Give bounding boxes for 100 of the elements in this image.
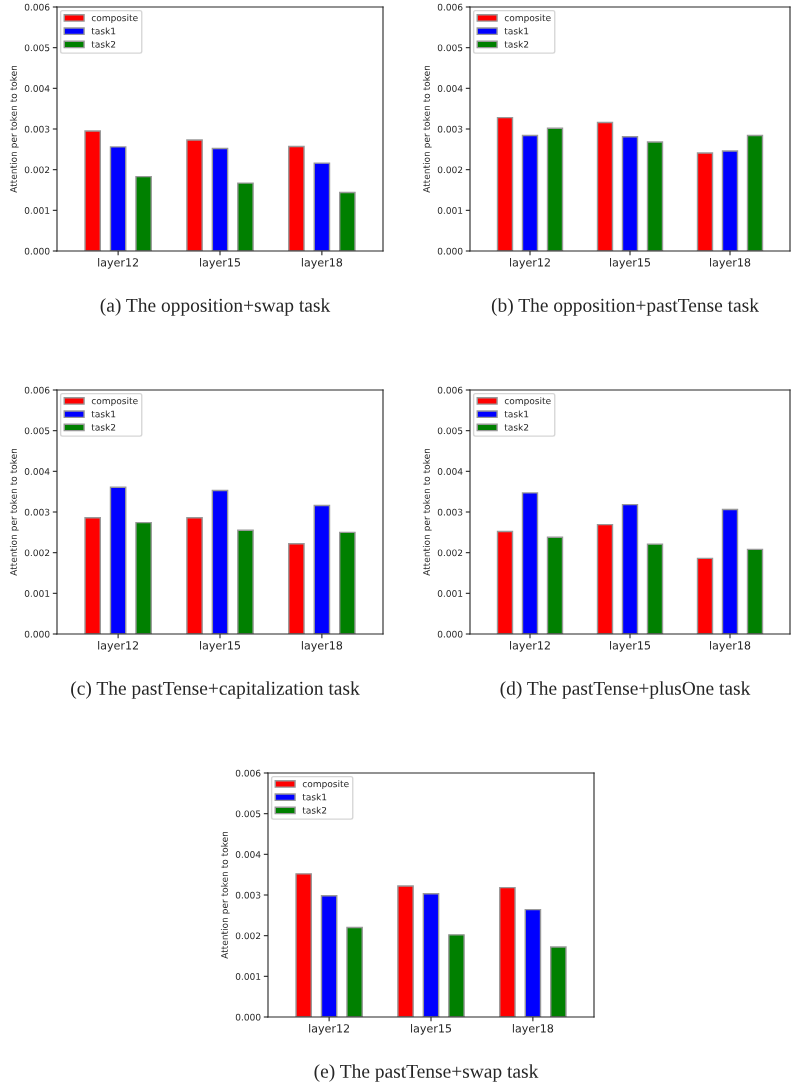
legend-label: composite	[302, 780, 349, 789]
bar	[596, 523, 614, 634]
bar	[109, 486, 127, 634]
y-tick-label: 0.003	[235, 891, 261, 899]
x-tick-label: layer12	[510, 640, 550, 652]
y-tick-label: 0.000	[24, 630, 50, 638]
bar	[211, 147, 229, 251]
x-tick-label: layer12	[98, 257, 139, 269]
y-tick-label: 0.000	[235, 1013, 261, 1021]
legend-label: task1	[302, 793, 327, 801]
y-axis-title: Attention per token to token	[220, 831, 230, 959]
y-tick-label: 0.005	[437, 44, 463, 52]
y-tick-label: 0.001	[437, 590, 463, 597]
y-tick-label: 0.002	[24, 166, 50, 174]
x-tick-label: layer15	[610, 640, 651, 652]
y-tick-label: 0.006	[235, 769, 261, 777]
y-tick-label: 0.003	[437, 508, 463, 516]
x-tick-label: layer18	[710, 257, 751, 269]
y-tick-label: 0.005	[24, 427, 50, 435]
text: (a) The opposition+swap task	[100, 298, 331, 316]
bar	[211, 489, 229, 634]
y-tick-label: 0.000	[437, 630, 463, 638]
bar	[186, 516, 203, 634]
bar	[448, 934, 465, 1017]
bar	[646, 141, 664, 251]
bar	[339, 191, 356, 251]
legend-label: task2	[504, 40, 529, 48]
bar	[84, 130, 101, 251]
bar	[546, 536, 564, 634]
y-tick-label: 0.000	[437, 247, 463, 255]
y-tick-label: 0.002	[235, 932, 261, 940]
bar	[135, 175, 152, 251]
y-tick-label: 0.006	[24, 386, 50, 394]
legend-label: task2	[91, 423, 116, 431]
bar	[313, 162, 331, 251]
x-tick-label: layer15	[200, 640, 241, 652]
y-tick-label: 0.004	[235, 851, 261, 858]
text: (b) The opposition+pastTense task	[491, 298, 759, 316]
y-tick-label: 0.003	[24, 508, 50, 516]
y-tick-label: 0.001	[437, 207, 463, 214]
y-axis-title: Attention per token to token	[9, 65, 19, 193]
bar	[186, 139, 203, 251]
legend-label: task1	[504, 410, 529, 418]
bar	[288, 543, 305, 634]
bar	[237, 182, 254, 251]
bar	[646, 543, 664, 634]
x-tick-label: layer12	[510, 257, 550, 269]
bar	[422, 893, 440, 1017]
bar	[339, 531, 356, 634]
bar	[696, 152, 714, 251]
bar	[696, 557, 714, 634]
x-tick-label: layer18	[512, 1023, 554, 1035]
y-tick-label: 0.000	[24, 247, 50, 255]
x-tick-label: layer12	[309, 1023, 350, 1035]
bar	[109, 146, 127, 251]
legend-label: task1	[91, 27, 116, 35]
x-tick-label: layer15	[411, 1023, 452, 1035]
text: (c) The pastTense+capitalization task	[71, 681, 360, 699]
y-tick-label: 0.004	[24, 468, 50, 475]
y-tick-label: 0.004	[437, 468, 463, 475]
x-tick-label: layer12	[98, 640, 139, 652]
text: (e) The pastTense+swap task	[314, 1064, 539, 1082]
y-tick-label: 0.002	[24, 549, 50, 557]
y-tick-label: 0.004	[437, 85, 463, 92]
bar	[397, 885, 414, 1017]
bar	[546, 127, 564, 251]
legend-label: composite	[504, 397, 551, 406]
x-tick-label: layer18	[301, 640, 343, 652]
bar	[313, 504, 331, 634]
y-tick-label: 0.005	[24, 44, 50, 52]
x-tick-label: layer18	[301, 257, 343, 269]
y-tick-label: 0.006	[437, 3, 463, 11]
y-tick-label: 0.004	[24, 85, 50, 92]
bar	[621, 136, 639, 251]
y-tick-label: 0.003	[24, 125, 50, 133]
y-axis-title: Attention per token to token	[422, 448, 432, 576]
bar	[596, 121, 614, 251]
bar	[135, 521, 152, 634]
bar	[499, 886, 516, 1017]
y-tick-label: 0.001	[235, 973, 261, 980]
bar	[346, 926, 363, 1017]
y-tick-label: 0.006	[437, 386, 463, 394]
bar	[84, 516, 101, 634]
bar	[746, 134, 764, 251]
y-tick-label: 0.002	[437, 549, 463, 557]
legend-label: task1	[504, 27, 529, 35]
legend-label: task2	[302, 806, 327, 814]
legend-label: composite	[91, 397, 138, 406]
legend-label: task2	[504, 423, 529, 431]
bar	[288, 145, 305, 251]
bar	[521, 134, 539, 251]
bar	[621, 503, 639, 634]
y-tick-label: 0.001	[24, 207, 50, 214]
y-tick-label: 0.005	[235, 810, 261, 818]
legend-label: composite	[91, 14, 138, 23]
y-tick-label: 0.003	[437, 125, 463, 133]
bar	[721, 508, 739, 634]
bar	[496, 116, 514, 251]
x-tick-label: layer15	[610, 257, 651, 269]
legend-label: composite	[504, 14, 551, 23]
